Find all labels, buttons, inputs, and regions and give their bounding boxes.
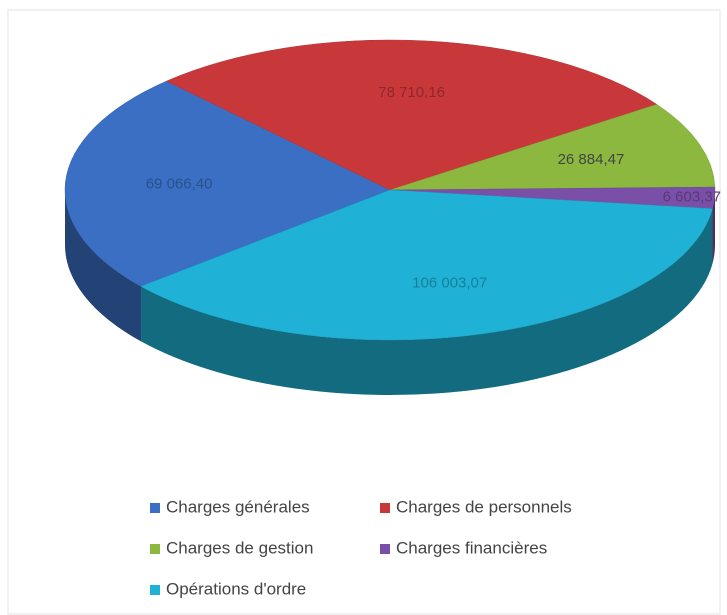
legend-swatch xyxy=(380,544,390,554)
legend-swatch xyxy=(150,544,160,554)
data-label: 26 884,47 xyxy=(558,151,625,168)
data-label: 78 710,16 xyxy=(378,84,445,101)
pie-slice xyxy=(165,39,658,191)
pie-side xyxy=(65,190,142,342)
legend-swatch xyxy=(150,585,160,595)
legend-label: Charges générales xyxy=(166,497,310,516)
legend-label: Opérations d'ordre xyxy=(166,579,306,598)
legend-label: Charges de gestion xyxy=(166,538,313,557)
data-label: 106 003,07 xyxy=(412,274,487,291)
legend-label: Charges financières xyxy=(396,538,547,557)
data-label: 6 603,37 xyxy=(663,188,721,205)
pie-slice xyxy=(389,104,716,191)
pie-side xyxy=(712,190,715,264)
pie-slice xyxy=(64,80,391,287)
data-label: 69 066,40 xyxy=(146,175,213,192)
legend-swatch xyxy=(150,503,160,513)
pie-side xyxy=(141,208,713,395)
legend-label: Charges de personnels xyxy=(396,497,572,516)
pie-slice xyxy=(140,189,713,341)
legend-swatch xyxy=(380,503,390,513)
